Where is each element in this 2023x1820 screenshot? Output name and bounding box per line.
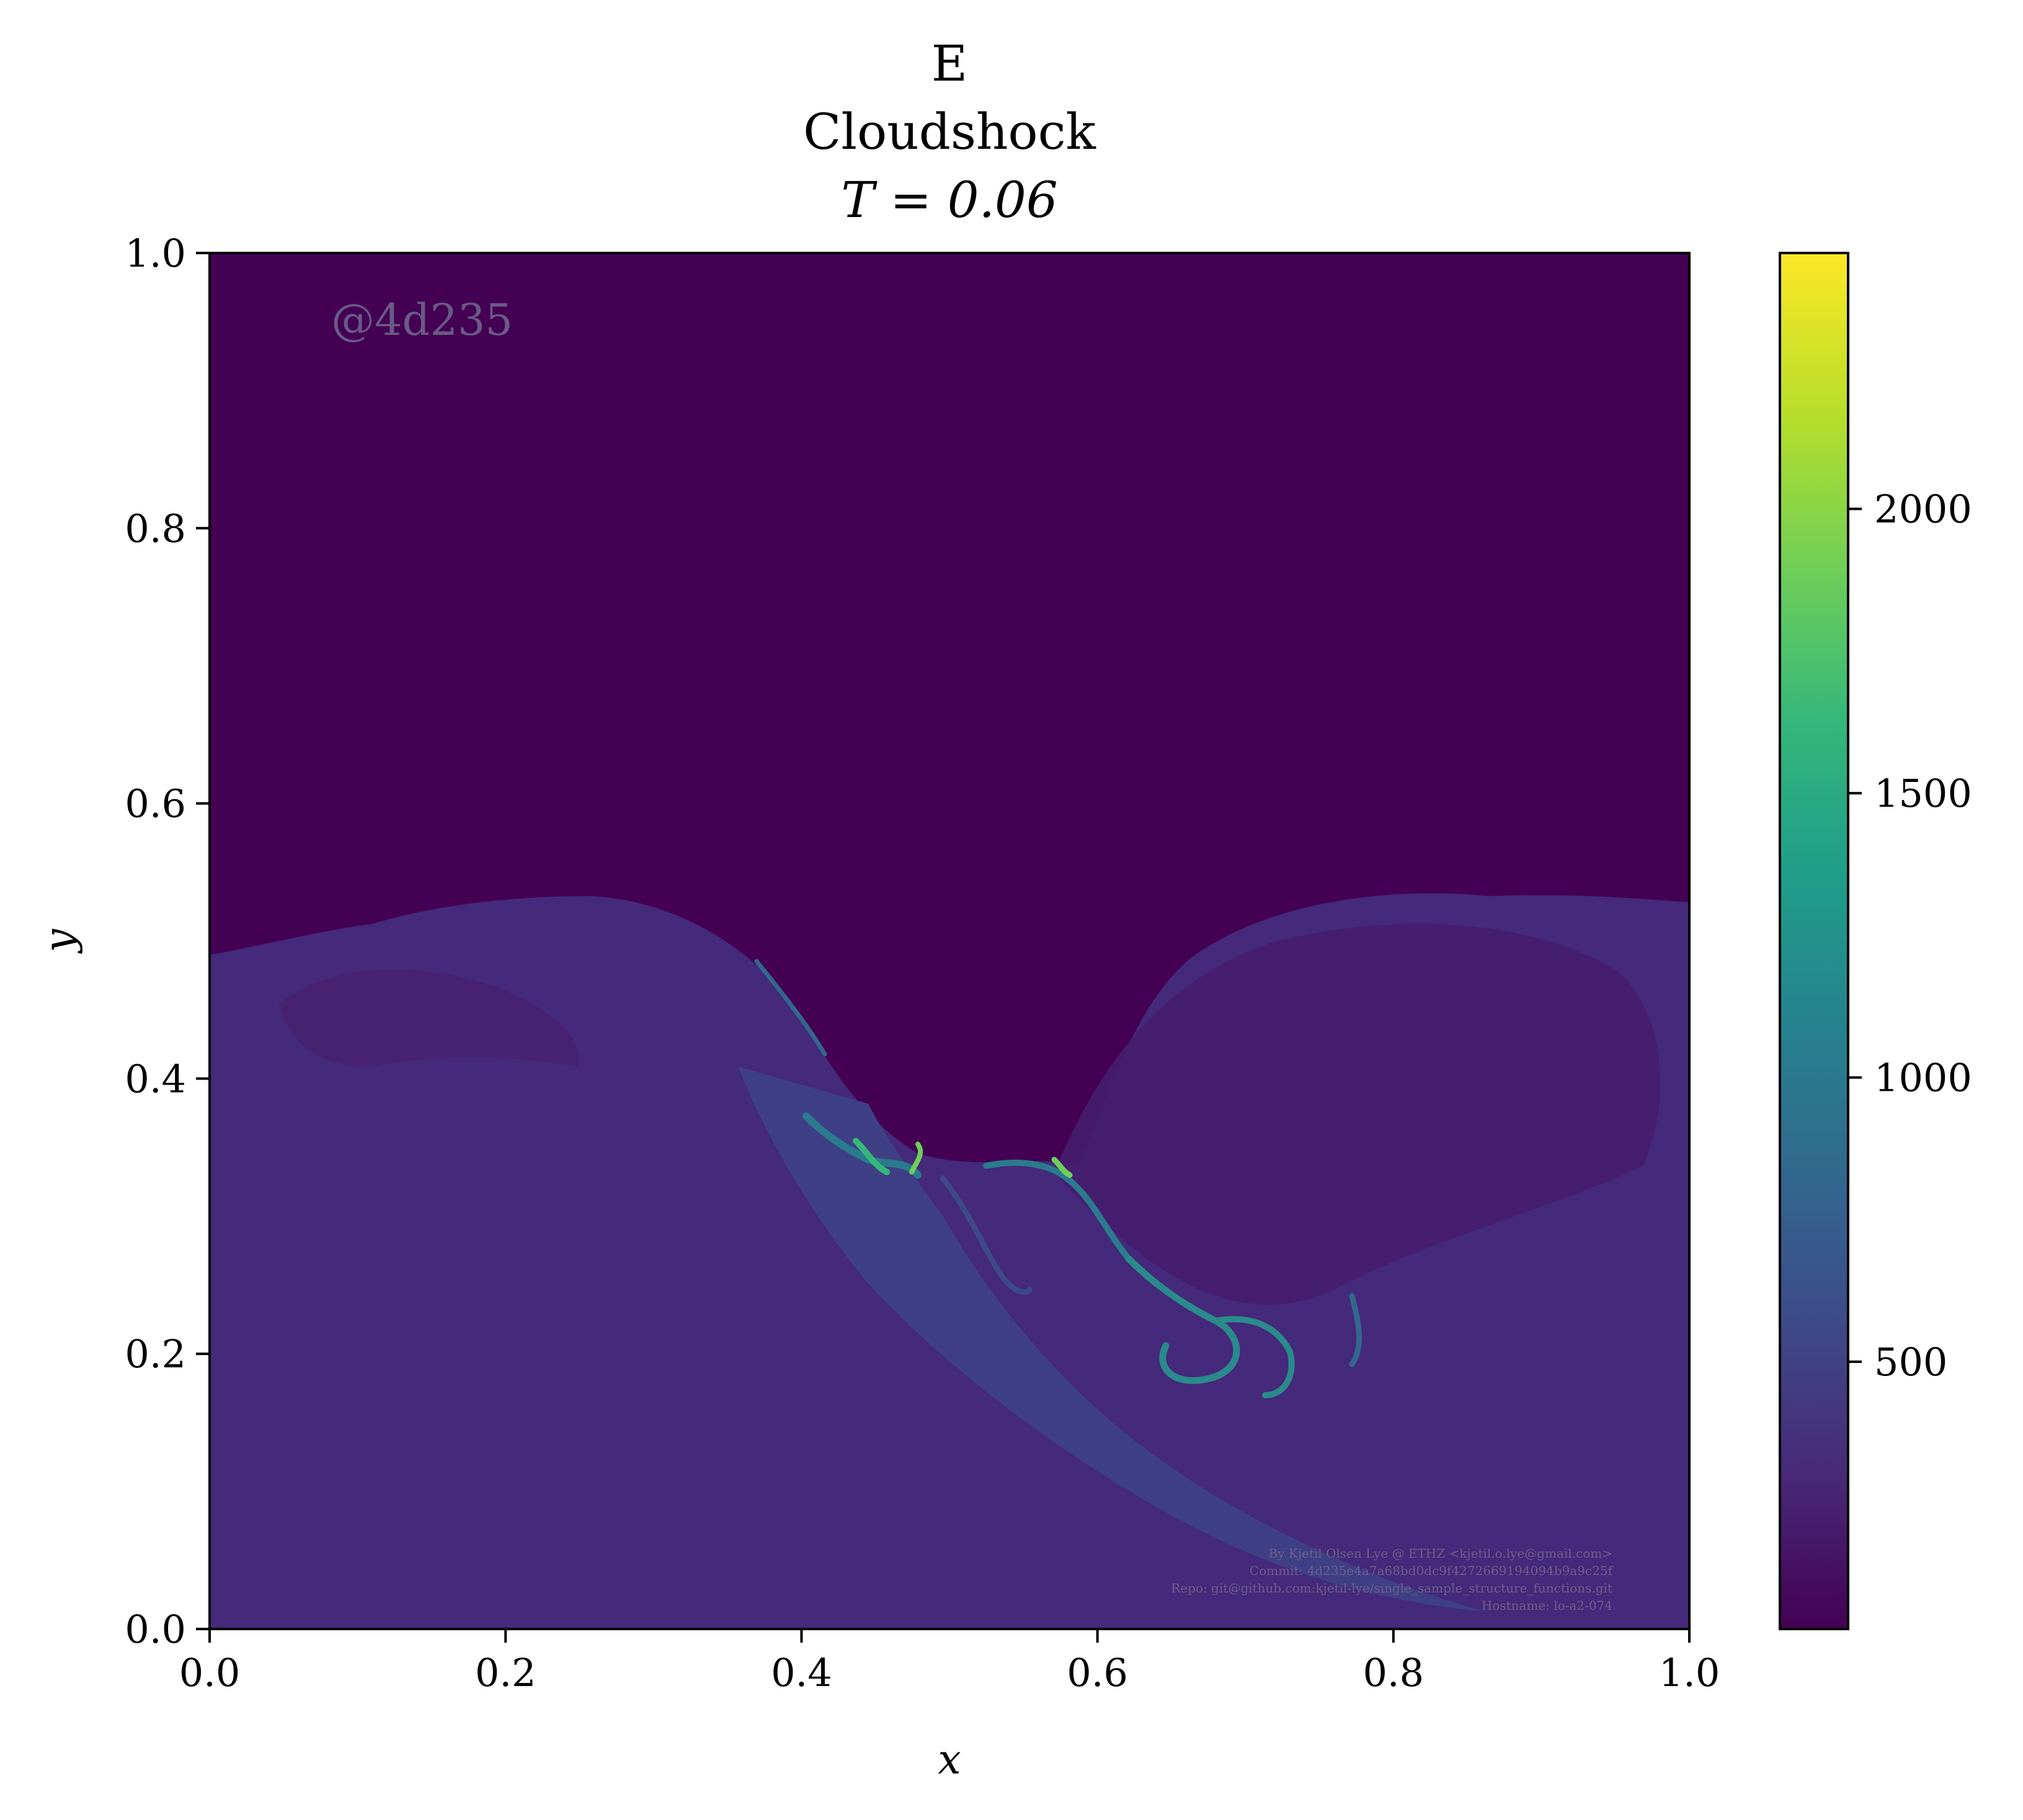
y-axis: 0.0 0.2 0.4 0.6 0.8 1.0 bbox=[125, 231, 210, 1652]
y-axis-label: y bbox=[35, 929, 83, 954]
x-axis: 0.0 0.2 0.4 0.6 0.8 1.0 bbox=[179, 1629, 1720, 1695]
x-axis-label: x bbox=[938, 1736, 961, 1783]
filament-3 bbox=[909, 1142, 923, 1174]
title-line-2: Cloudshock bbox=[803, 103, 1096, 161]
filament-5 bbox=[1051, 1156, 1073, 1178]
colorbar-tick-label-1: 1000 bbox=[1874, 1055, 1972, 1101]
filament-8 bbox=[1349, 1293, 1362, 1367]
filament-7 bbox=[1212, 1316, 1295, 1398]
filament-10 bbox=[940, 1175, 1033, 1295]
filament-2 bbox=[853, 1138, 890, 1175]
credit-line-1: By Kjetil Olsen Lye @ ETHZ <kjetil.o.lye… bbox=[1268, 1546, 1612, 1561]
title-line-1: E bbox=[931, 35, 967, 92]
y-tick-label-1: 0.2 bbox=[125, 1331, 186, 1377]
colorbar-ticks: 500 1000 1500 2000 bbox=[1848, 487, 1972, 1385]
credit-line-3: Repo: git@github.com:kjetil-lye/single_s… bbox=[1171, 1581, 1612, 1596]
y-tick-label-0: 0.0 bbox=[125, 1607, 186, 1652]
y-tick-label-5: 1.0 bbox=[125, 231, 186, 276]
y-tick-label-2: 0.4 bbox=[125, 1056, 186, 1101]
chart-title: E Cloudshock T = 0.06 bbox=[803, 35, 1096, 229]
x-tick-label-1: 0.2 bbox=[475, 1650, 536, 1695]
title-line-3: T = 0.06 bbox=[841, 171, 1057, 229]
filament-6 bbox=[1125, 1255, 1240, 1384]
colorbar-tick-label-0: 500 bbox=[1874, 1339, 1947, 1385]
x-tick-label-2: 0.4 bbox=[771, 1650, 832, 1695]
colorbar-gradient bbox=[1779, 252, 1849, 1630]
credit-line-2: Commit: 4d235e4a7a68bd0dc9f4272669194094… bbox=[1250, 1563, 1614, 1578]
colorbar-tick-label-2: 1500 bbox=[1874, 771, 1972, 816]
dark-pocket bbox=[1054, 923, 1661, 1305]
watermark: @4d235 bbox=[331, 295, 513, 345]
colorbar-tick-label-3: 2000 bbox=[1874, 487, 1972, 532]
credits: By Kjetil Olsen Lye @ ETHZ <kjetil.o.lye… bbox=[1171, 1546, 1613, 1613]
y-tick-label-3: 0.6 bbox=[125, 781, 186, 827]
plot-frame bbox=[208, 252, 1691, 1630]
filament-4 bbox=[983, 1160, 1132, 1262]
colorbar: 500 1000 1500 2000 bbox=[1779, 252, 1972, 1630]
x-tick-label-0: 0.0 bbox=[179, 1650, 241, 1695]
y-tick-label-4: 0.8 bbox=[125, 506, 186, 551]
filament-9 bbox=[754, 959, 827, 1057]
compressed-band bbox=[738, 1067, 1488, 1612]
credit-line-4: Hostname: lo-a2-074 bbox=[1482, 1598, 1612, 1613]
x-tick-label-3: 0.6 bbox=[1067, 1650, 1128, 1695]
bright-filaments bbox=[754, 959, 1362, 1398]
heatmap-field: @4d235 By Kjetil Olsen Lye @ ETHZ <kjeti… bbox=[210, 253, 1689, 1629]
dark-pocket-left bbox=[279, 969, 579, 1067]
x-tick-label-4: 0.8 bbox=[1363, 1650, 1424, 1695]
x-tick-label-5: 1.0 bbox=[1659, 1650, 1720, 1695]
